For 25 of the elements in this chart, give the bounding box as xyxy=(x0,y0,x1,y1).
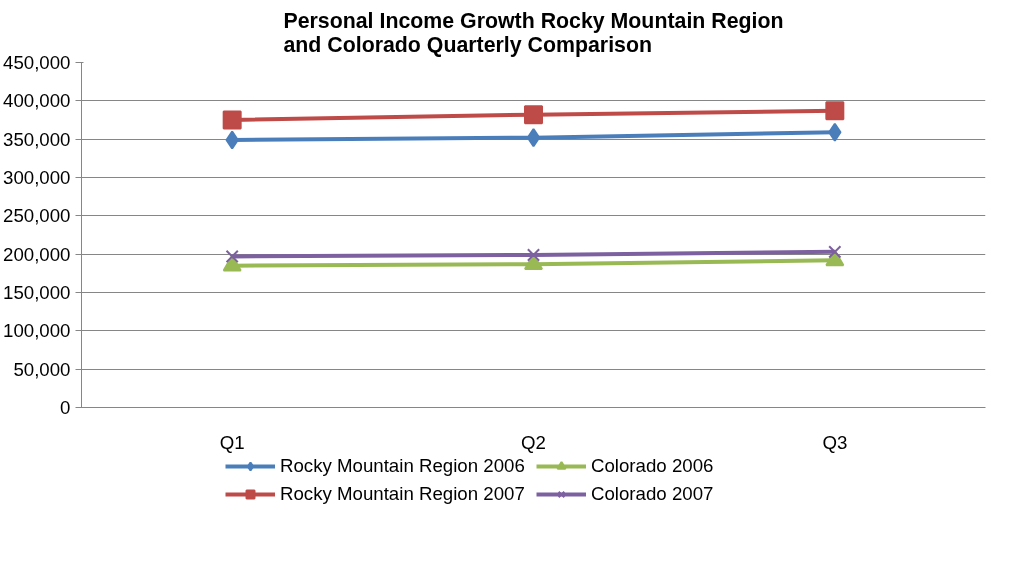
y-tick-label: 150,000 xyxy=(3,282,71,303)
y-tick-label: 100,000 xyxy=(3,320,71,342)
point xyxy=(524,105,543,125)
y-tick-label: 350,000 xyxy=(3,128,71,150)
point xyxy=(225,130,239,150)
y-tick-label: 400,000 xyxy=(3,90,71,112)
y-tick-label: 300,000 xyxy=(3,167,71,188)
chart-title: Personal Income Growth Rocky Mountain Region and Colorado Quarterly Comparison xyxy=(283,8,784,57)
x-tick-label: Q1 xyxy=(219,431,245,453)
point xyxy=(825,101,845,121)
x-tick-label: Q2 xyxy=(521,431,546,453)
point xyxy=(526,128,541,148)
y-tick-label: 0 xyxy=(60,397,71,418)
legend-label: Rocky Mountain Region 2006 xyxy=(280,455,526,477)
x-tick-label: Q3 xyxy=(822,431,848,453)
legend-label: Rocky Mountain Region 2007 xyxy=(280,483,526,505)
y-tick-label: 250,000 xyxy=(3,205,71,227)
y-tick-label: 200,000 xyxy=(3,243,71,265)
point xyxy=(526,248,541,262)
legend-label: Colorado 2007 xyxy=(591,483,715,505)
y-tick-label: 50,000 xyxy=(13,358,71,380)
point xyxy=(222,110,242,130)
legend-label: Colorado 2006 xyxy=(591,455,715,477)
y-tick-label: 450,000 xyxy=(3,52,71,73)
point xyxy=(828,122,842,142)
